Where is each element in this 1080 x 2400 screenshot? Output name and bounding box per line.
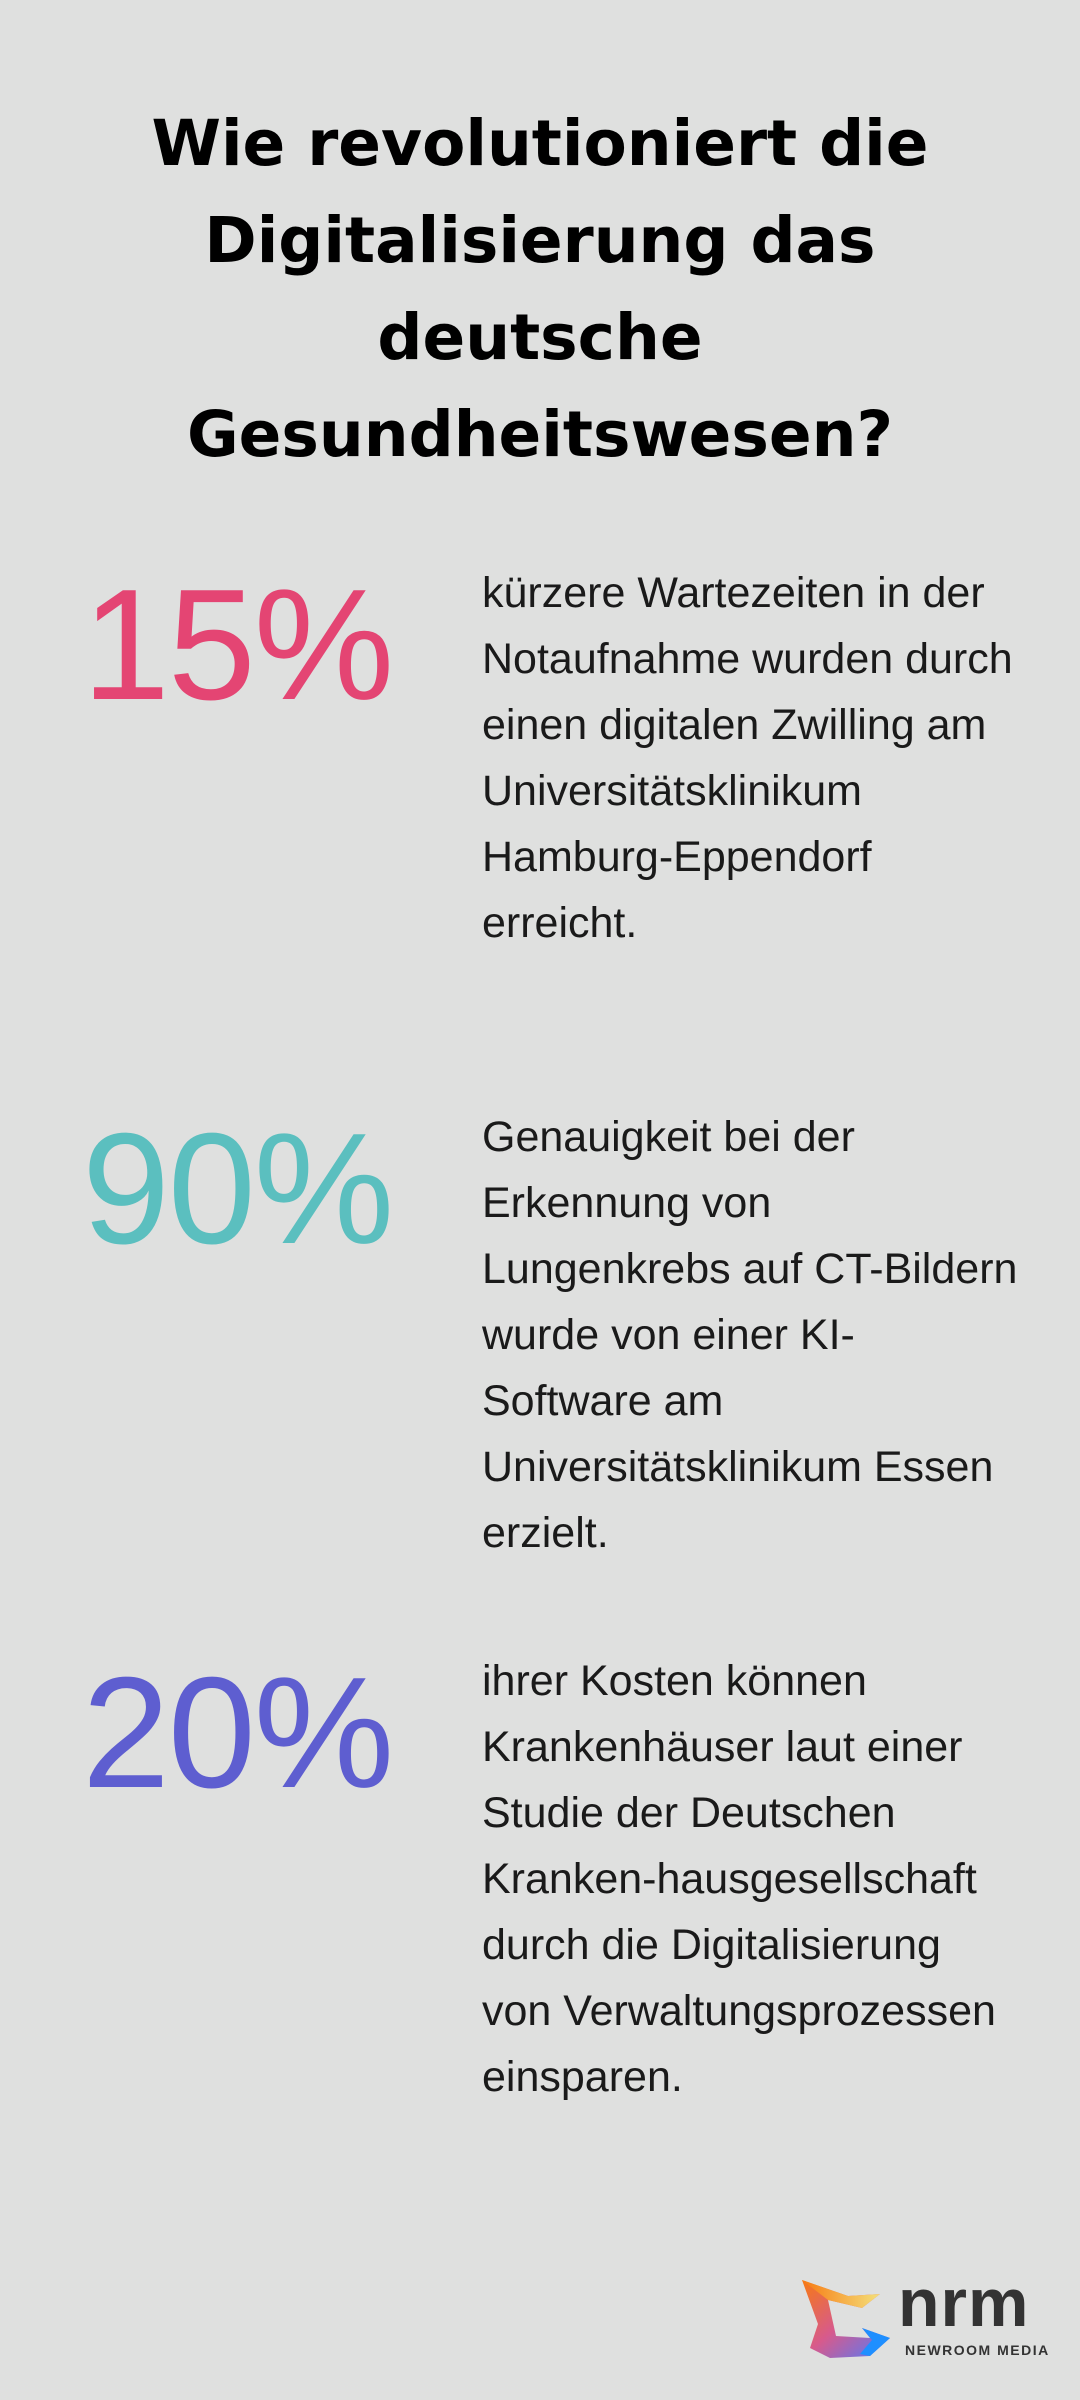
stat-value: 15% [82,557,394,733]
logo-wordmark: nrm [898,2265,1030,2341]
stat-description: kürzere Wartezeiten in der Notaufnahme w… [482,569,1013,947]
logo-mark-icon [802,2280,890,2358]
page-title: Wie revolutioniert die Digitalisierung d… [151,107,929,471]
stat-description: ihrer Kosten können Krankenhäuser laut e… [482,1657,996,2101]
stat-description: Genauigkeit bei der Erkennung von Lungen… [482,1113,1018,1557]
stat-value: 20% [82,1645,394,1821]
newroom-media-logo: nrm NEWROOM MEDIA [800,2265,1050,2368]
stat-value: 90% [82,1101,394,1277]
logo-subtitle: NEWROOM MEDIA [905,2342,1050,2358]
